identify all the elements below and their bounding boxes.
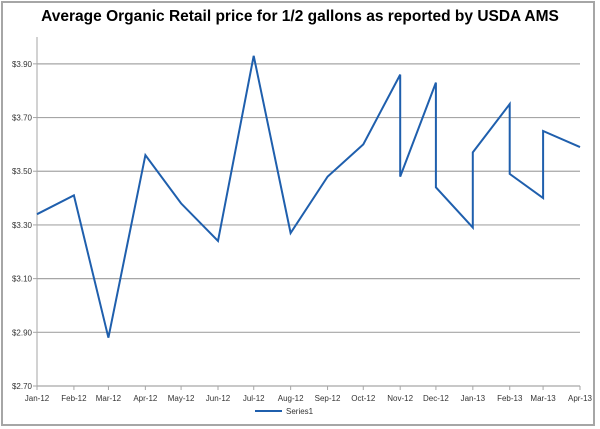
x-tick-label: Aug-12 [278,394,304,403]
x-tick-label: Jul-12 [243,394,265,403]
y-tick-label: $3.90 [12,60,33,69]
y-tick-label: $2.70 [12,382,33,391]
x-tick-label: Feb-12 [61,394,87,403]
x-tick-label: Jun-12 [206,394,231,403]
x-tick-label: May-12 [168,394,195,403]
y-tick-label: $3.10 [12,275,33,284]
y-tick-label: $2.90 [12,328,33,337]
legend-label: Series1 [286,407,314,416]
x-tick-label: Jan-12 [25,394,50,403]
x-tick-label: Mar-12 [96,394,122,403]
chart-title: Average Organic Retail price for 1/2 gal… [41,8,559,25]
x-tick-label: Nov-12 [387,394,413,403]
y-tick-label: $3.30 [12,221,33,230]
x-tick-label: Jan-13 [461,394,486,403]
x-tick-label: Apr-12 [133,394,158,403]
y-tick-label: $3.50 [12,167,33,176]
x-tick-label: Sep-12 [315,394,341,403]
series-line [36,55,581,338]
x-tick-label: Oct-12 [351,394,376,403]
y-tick-label: $3.70 [12,114,33,123]
x-tick-label: Mar-13 [530,394,556,403]
x-tick-label: Apr-13 [568,394,593,403]
x-tick-label: Dec-12 [423,394,449,403]
x-tick-label: Feb-13 [497,394,523,403]
